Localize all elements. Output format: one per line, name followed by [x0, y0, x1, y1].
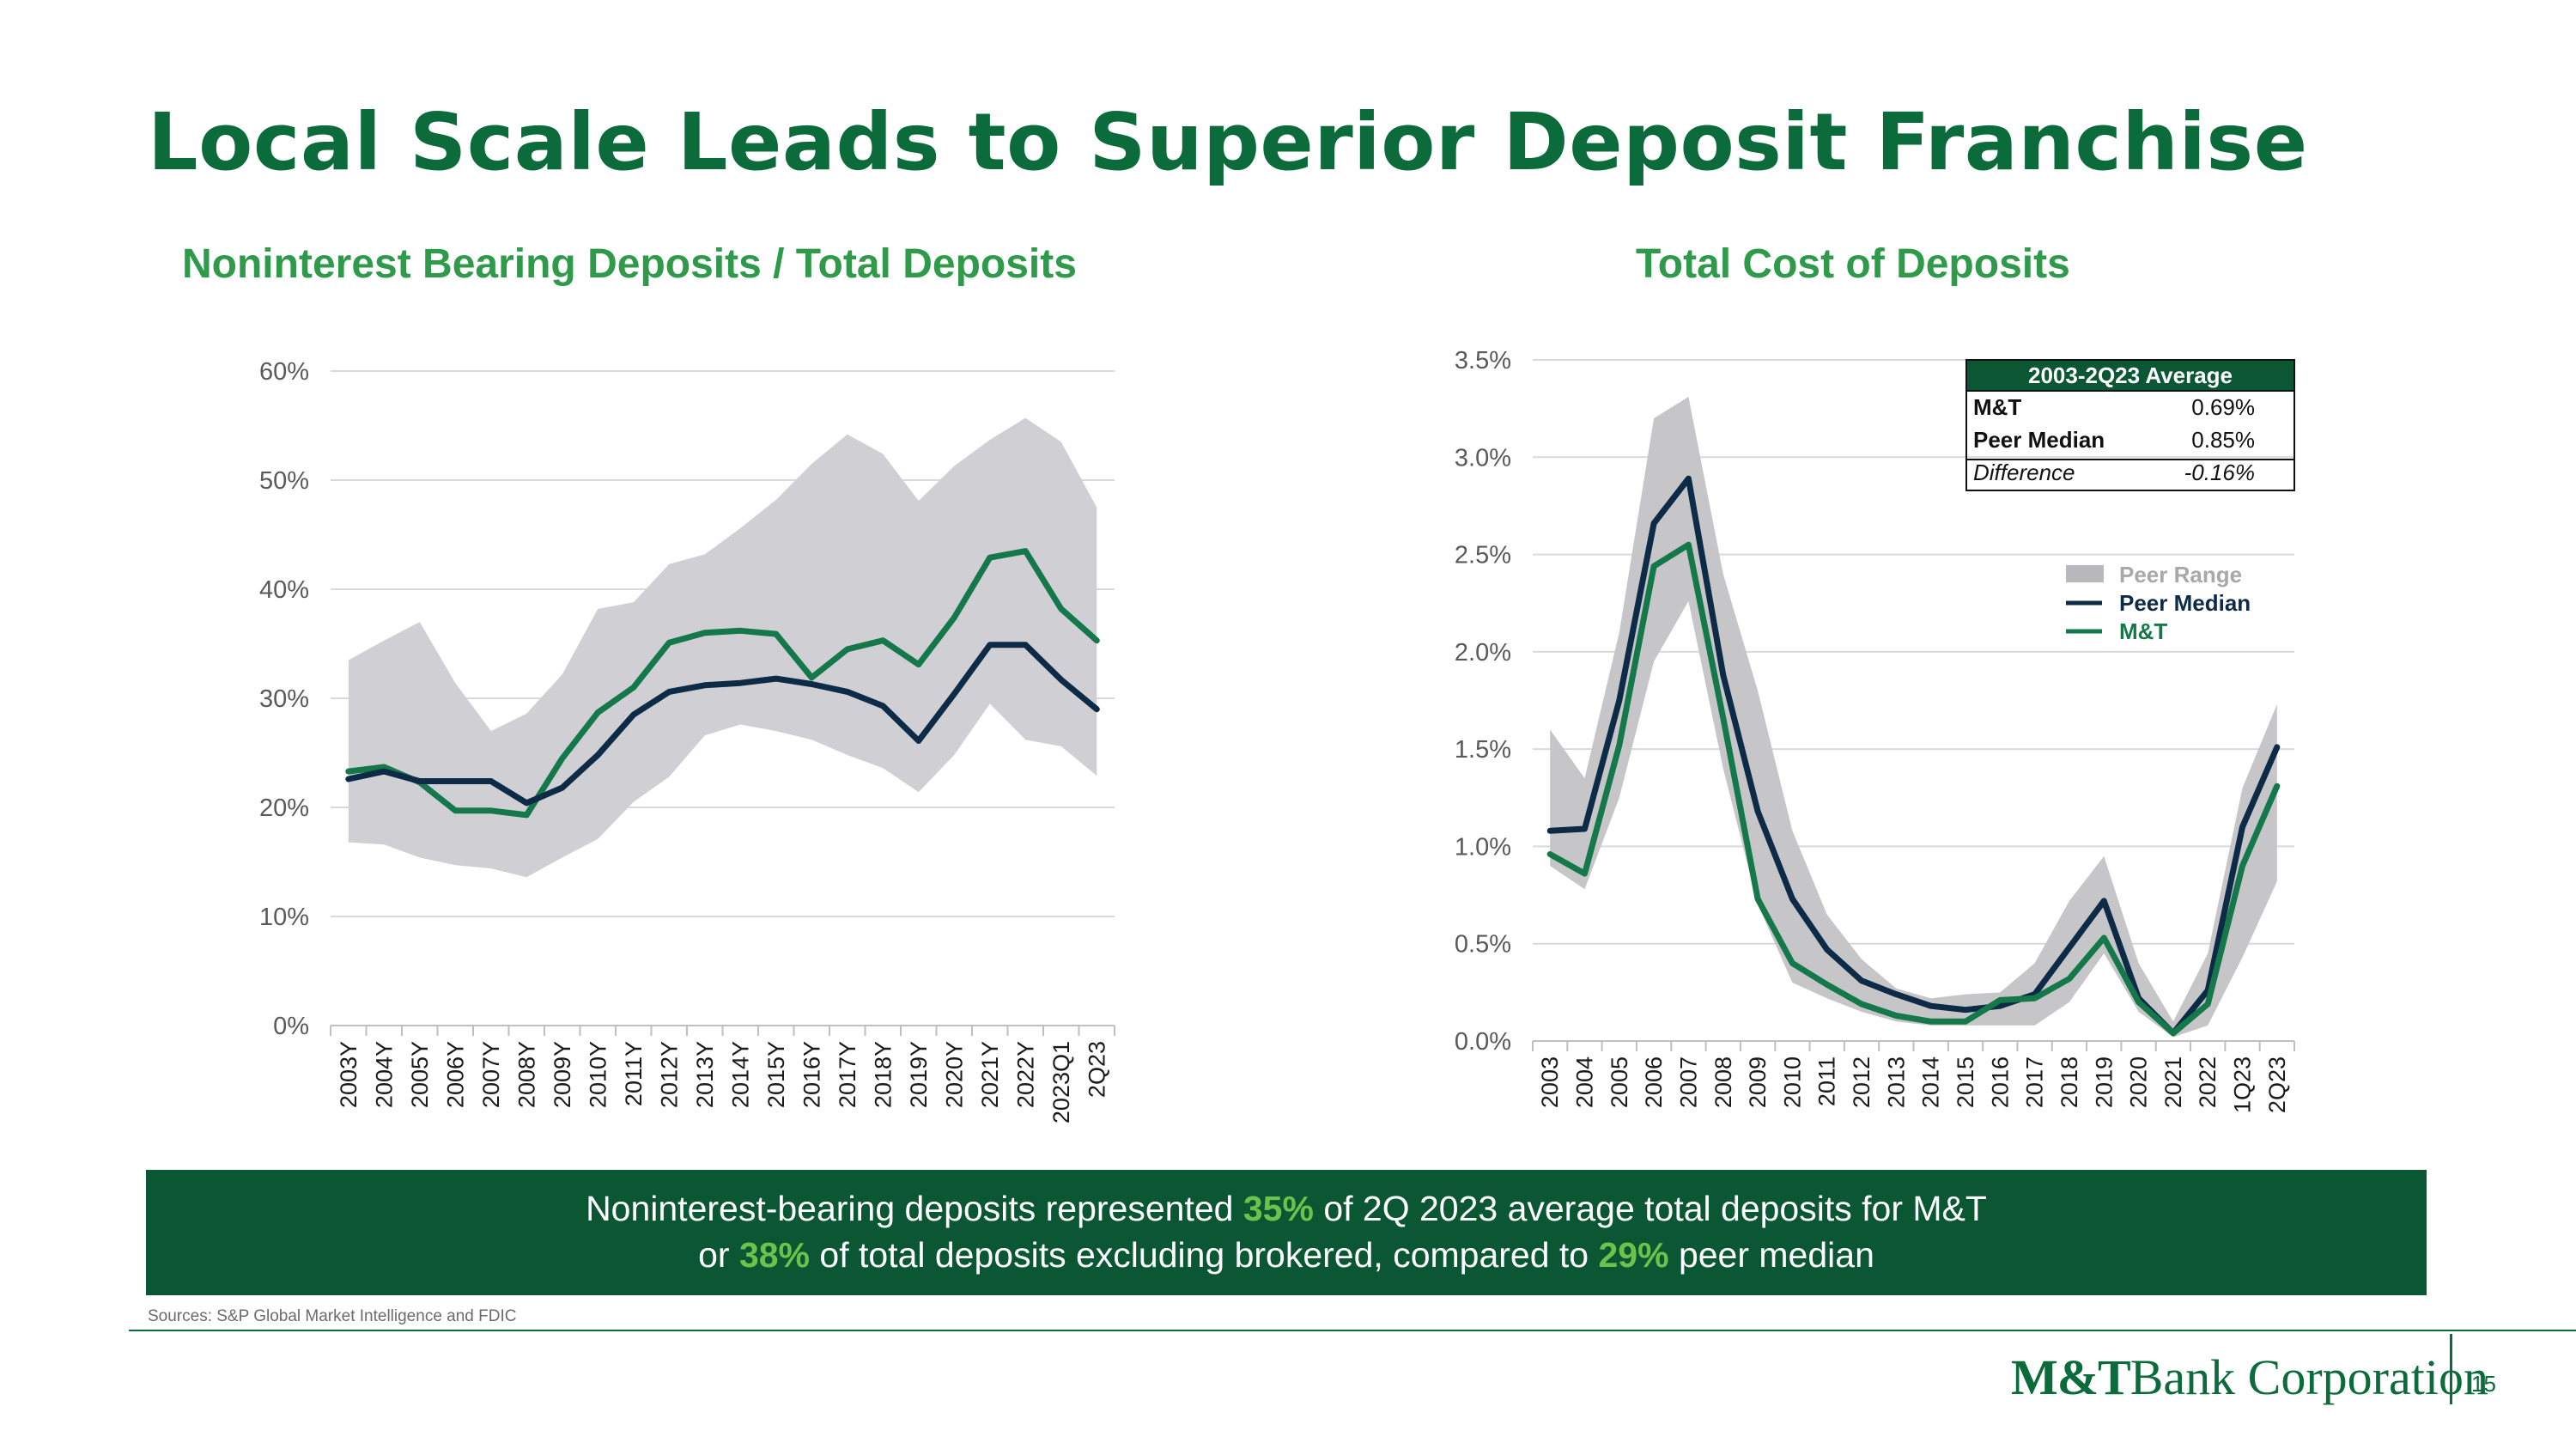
x-tick-label: 2017	[2022, 1056, 2048, 1108]
banner-highlight: 29%	[1598, 1235, 1669, 1275]
x-tick-label: 2021Y	[977, 1041, 1003, 1108]
x-tick-label: 2010	[1779, 1056, 1805, 1108]
x-tick-label: 2012	[1849, 1056, 1874, 1108]
cost-of-deposits-chart: 0.0% 0.5% 1.0% 1.5% 2.0% 2.5% 3.0% 3.5% 2003 2004…	[1455, 347, 2295, 1113]
x-tick-label: 2014	[1918, 1056, 1944, 1108]
x-tick-label: 2006Y	[442, 1041, 468, 1108]
legend-label: Peer Median	[2119, 590, 2251, 616]
peer-range-band	[1550, 397, 2277, 1038]
banner-text: or	[698, 1235, 739, 1275]
average-table-label: M&T	[1973, 394, 2021, 420]
average-table-value: 0.85%	[2191, 427, 2255, 453]
x-tick-label: 2013	[1883, 1056, 1909, 1108]
y-tick-label: 2.5%	[1455, 542, 1511, 569]
banner-line-1: Noninterest-bearing deposits represented…	[146, 1185, 2427, 1232]
x-tick-label: 2Q23	[2264, 1056, 2290, 1113]
banner-text: of 2Q 2023 average total deposits for M&…	[1313, 1189, 1987, 1228]
x-tick-label: 2005	[1607, 1056, 1632, 1108]
x-tick-label: 2016	[1987, 1056, 2013, 1108]
x-tick-label: 2023Q1	[1048, 1041, 1074, 1123]
x-tick-label: 2013Y	[692, 1041, 718, 1108]
page-title: Local Scale Leads to Superior Deposit Fr…	[148, 96, 2308, 188]
y-tick-label: 10%	[259, 904, 309, 931]
x-tick-label: 2009Y	[550, 1041, 575, 1108]
x-tick-label: 2005Y	[407, 1041, 433, 1108]
y-tick-label: 0.0%	[1455, 1028, 1511, 1056]
series-line-m-t	[345, 548, 1100, 819]
average-table-label: Peer Median	[1973, 427, 2105, 453]
y-tick-label: 3.5%	[1455, 347, 1511, 374]
banner-highlight: 35%	[1242, 1189, 1314, 1228]
x-tick-label: 2016Y	[799, 1041, 824, 1108]
x-tick-label: 2011Y	[621, 1041, 647, 1106]
logo-divider	[2450, 1334, 2452, 1404]
x-tick-label: 2011	[1814, 1056, 1840, 1106]
average-table-value: -0.16%	[2184, 460, 2255, 485]
x-tick-label: 2007Y	[478, 1041, 504, 1108]
banner-line-2: or 38% of total deposits excluding broke…	[146, 1232, 2427, 1278]
average-table-label: Difference	[1973, 460, 2075, 485]
y-tick-label: 2.0%	[1455, 639, 1511, 667]
x-tick-label: 2009	[1745, 1056, 1771, 1108]
logo-text: Bank Corporation	[2129, 1349, 2488, 1405]
x-tick-label: 2008Y	[513, 1041, 539, 1108]
y-tick-label: 60%	[259, 358, 309, 386]
peer-range-band	[348, 417, 1097, 878]
right-chart-title: Total Cost of Deposits	[1636, 241, 2070, 287]
banner-highlight: 38%	[738, 1235, 811, 1275]
x-tick-label: 2006	[1641, 1056, 1667, 1108]
x-tick-label: 2022Y	[1012, 1041, 1038, 1108]
company-logo: M&TBank Corporation	[2011, 1349, 2488, 1406]
y-tick-label: 1.0%	[1455, 833, 1511, 861]
legend-label: M&T	[2119, 618, 2167, 644]
x-tick-label: 2019	[2091, 1056, 2117, 1108]
page-number: 15	[2471, 1371, 2496, 1397]
x-tick-label: 2007	[1675, 1056, 1701, 1108]
x-tick-label: 2021	[2160, 1056, 2186, 1108]
x-tick-label: 2020	[2126, 1056, 2152, 1108]
y-tick-label: 0%	[273, 1013, 309, 1040]
y-tick-label: 40%	[259, 576, 309, 604]
x-tick-label: 2015Y	[763, 1041, 789, 1108]
y-tick-label: 50%	[259, 467, 309, 495]
legend-swatch	[2066, 565, 2104, 582]
series-line-m-t	[1546, 541, 2281, 1037]
average-table-title: 2003-2Q23 Average	[2028, 362, 2233, 388]
x-tick-label: 2019Y	[906, 1041, 932, 1108]
banner-text: Noninterest-bearing deposits represented	[586, 1189, 1243, 1228]
x-tick-label: 2010Y	[585, 1041, 611, 1108]
y-tick-label: 20%	[259, 795, 309, 822]
x-tick-label: 2008	[1710, 1056, 1736, 1108]
x-tick-label: 2014Y	[727, 1041, 753, 1108]
logo-mark: M&T	[2011, 1349, 2131, 1405]
banner-text: peer median	[1668, 1235, 1874, 1275]
legend-label: Peer Range	[2119, 562, 2242, 588]
y-tick-label: 3.0%	[1455, 444, 1511, 472]
average-table-value: 0.69%	[2191, 394, 2255, 420]
x-tick-label: 2020Y	[941, 1041, 967, 1108]
y-tick-label: 0.5%	[1455, 931, 1511, 959]
banner-text: of total deposits excluding brokered, co…	[810, 1235, 1599, 1275]
source-note: Sources: S&P Global Market Intelligence …	[148, 1307, 517, 1325]
summary-banner: Noninterest-bearing deposits represented…	[146, 1170, 2427, 1295]
left-chart-title: Noninterest Bearing Deposits / Total Dep…	[182, 241, 1077, 287]
noninterest-deposits-chart: 0% 10% 20% 30% 40% 50% 60% 2003Y 2004Y 2005Y 2006Y…	[259, 358, 1115, 1123]
x-tick-label: 2004Y	[371, 1041, 397, 1108]
x-tick-label: 2004	[1571, 1056, 1597, 1108]
x-tick-label: 2012Y	[656, 1041, 682, 1108]
series-line-peer-median	[345, 642, 1100, 807]
y-tick-label: 1.5%	[1455, 736, 1511, 764]
x-tick-label: 2018Y	[870, 1041, 896, 1108]
x-tick-label: 2018	[2057, 1056, 2082, 1108]
x-tick-label: 2003Y	[336, 1041, 361, 1108]
x-tick-label: 2015	[1953, 1056, 1978, 1108]
x-tick-label: 2003	[1537, 1056, 1563, 1108]
footer-divider	[129, 1330, 2576, 1331]
x-tick-label: 2017Y	[835, 1041, 860, 1108]
x-tick-label: 2Q23	[1084, 1041, 1109, 1098]
x-tick-label: 1Q23	[2230, 1056, 2256, 1113]
y-tick-label: 30%	[259, 685, 309, 713]
x-tick-label: 2022	[2195, 1056, 2221, 1108]
average-table-body	[1965, 390, 2295, 491]
